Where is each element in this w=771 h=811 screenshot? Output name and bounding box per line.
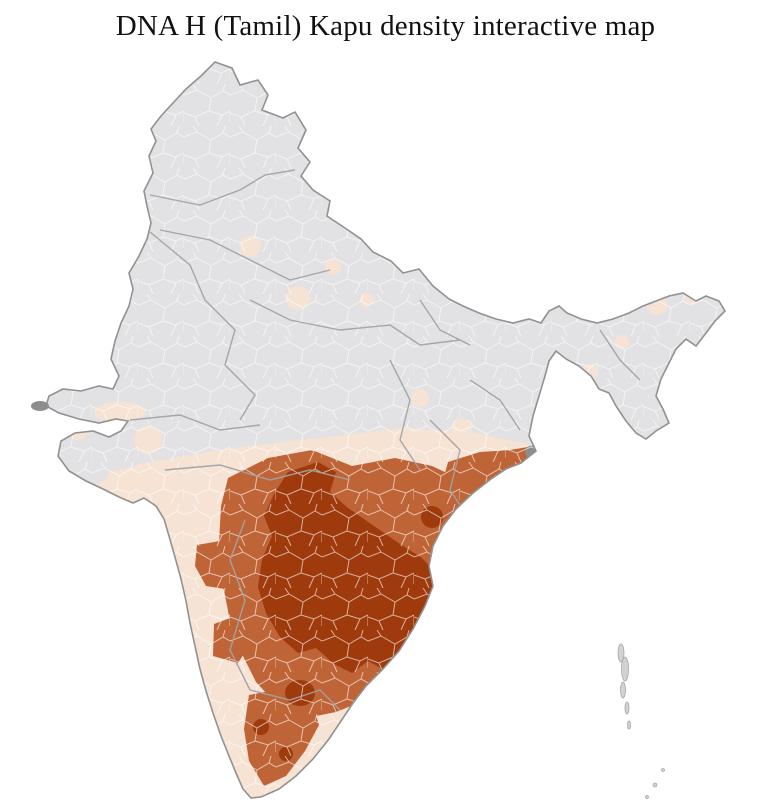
andaman-islands[interactable] — [617, 643, 665, 799]
page-title: DNA H (Tamil) Kapu density interactive m… — [115, 10, 656, 42]
western-land-fragment — [31, 401, 49, 411]
state-borders — [129, 169, 641, 711]
